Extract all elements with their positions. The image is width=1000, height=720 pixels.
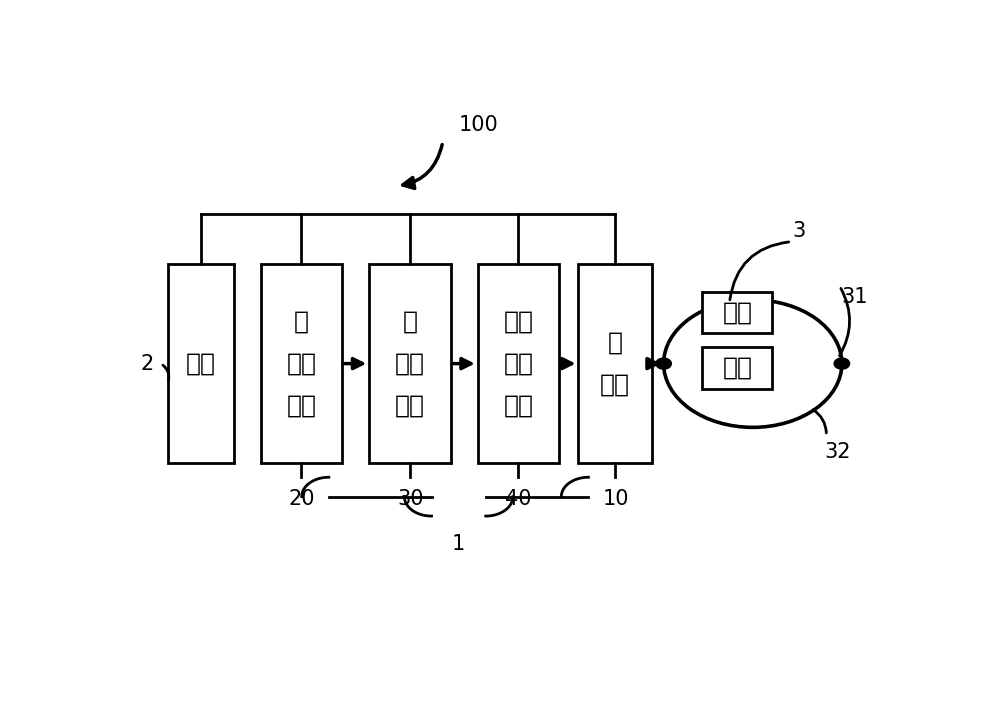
Circle shape xyxy=(834,358,850,369)
Bar xyxy=(261,264,342,464)
Text: 器: 器 xyxy=(608,330,623,355)
Text: 10: 10 xyxy=(602,490,629,510)
Text: 开关: 开关 xyxy=(503,393,533,417)
Text: 32: 32 xyxy=(825,442,851,462)
Text: 模组: 模组 xyxy=(503,310,533,334)
Text: 定子: 定子 xyxy=(722,300,752,324)
Text: 20: 20 xyxy=(288,490,315,510)
Bar xyxy=(702,347,772,389)
Text: 3: 3 xyxy=(793,220,806,240)
Text: 位置: 位置 xyxy=(286,393,316,417)
Text: 驱动: 驱动 xyxy=(395,393,425,417)
Text: 侦测: 侦测 xyxy=(286,351,316,376)
Text: 1: 1 xyxy=(452,534,465,554)
Bar xyxy=(168,264,234,464)
Text: 转子: 转子 xyxy=(722,356,752,379)
Text: 40: 40 xyxy=(505,490,532,510)
Text: 驱动: 驱动 xyxy=(503,351,533,376)
Text: 逆变: 逆变 xyxy=(600,372,630,397)
Bar xyxy=(578,264,652,464)
Circle shape xyxy=(656,358,671,369)
Text: 30: 30 xyxy=(397,490,423,510)
Text: 100: 100 xyxy=(458,115,498,135)
Bar xyxy=(478,264,559,464)
Text: 2: 2 xyxy=(140,354,153,374)
Text: 器: 器 xyxy=(402,310,417,334)
Bar xyxy=(702,292,772,333)
Text: 31: 31 xyxy=(842,287,868,307)
Bar xyxy=(369,264,450,464)
Text: 器: 器 xyxy=(294,310,309,334)
Text: 电源: 电源 xyxy=(186,351,216,376)
Text: 控制: 控制 xyxy=(395,351,425,376)
